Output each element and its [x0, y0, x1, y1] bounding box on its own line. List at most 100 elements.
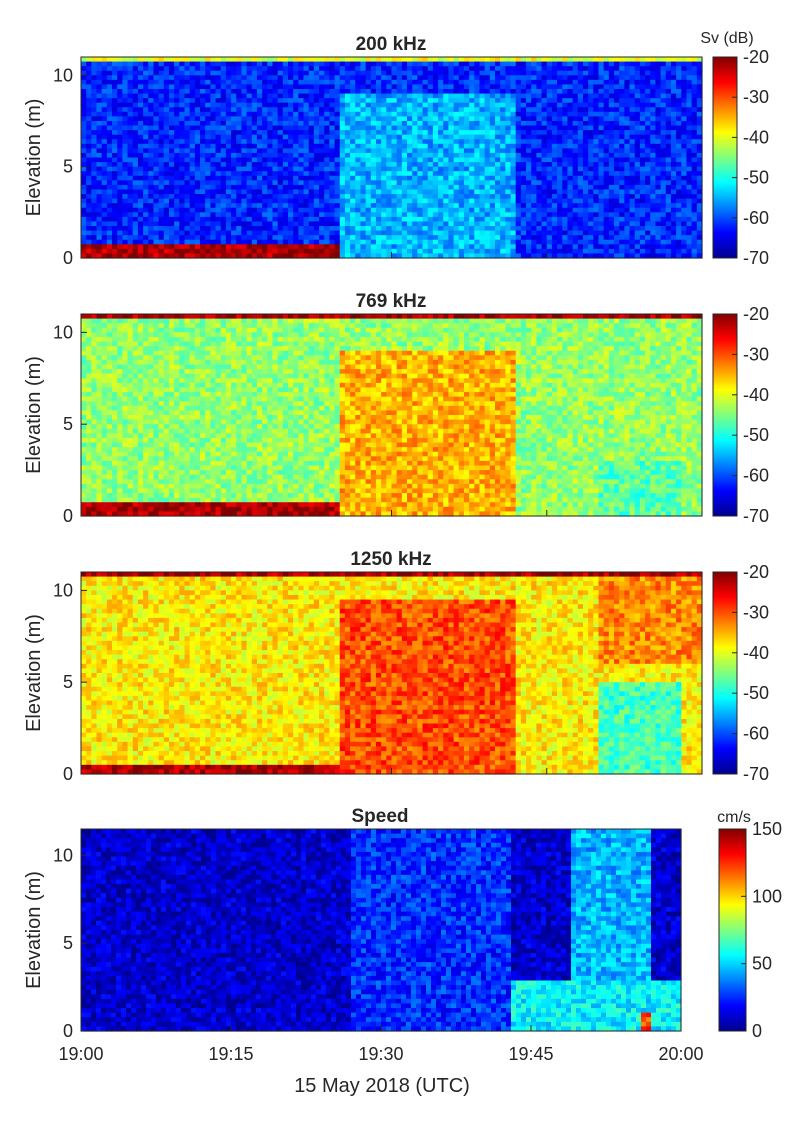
heatmap-cell [547, 153, 553, 158]
heatmap-cell [102, 62, 108, 67]
heatmap-cell [97, 221, 103, 226]
heatmap-cell [267, 153, 273, 158]
heatmap-cell [335, 135, 341, 140]
heatmap-cell [174, 167, 180, 172]
heatmap-cell [153, 89, 159, 94]
heatmap-cell [635, 221, 641, 226]
heatmap-cell [164, 217, 170, 222]
heatmap-cell [412, 98, 418, 103]
heatmap-cell [640, 84, 646, 89]
heatmap-cell [226, 98, 232, 103]
heatmap-cell [469, 171, 475, 176]
heatmap-cell [164, 162, 170, 167]
heatmap-cell [200, 221, 206, 226]
heatmap-cell [262, 194, 268, 199]
heatmap-cell [640, 158, 646, 163]
heatmap-cell [526, 135, 532, 140]
heatmap-cell [552, 75, 558, 80]
heatmap-cell [505, 121, 511, 126]
heatmap-cell [288, 212, 294, 217]
heatmap-cell [329, 185, 335, 190]
heatmap-cell [164, 84, 170, 89]
heatmap-cell [526, 171, 532, 176]
heatmap-cell [567, 112, 573, 117]
heatmap-cell [241, 180, 247, 185]
heatmap-cell [366, 171, 372, 176]
heatmap-cell [309, 231, 315, 236]
heatmap-cell [272, 199, 278, 204]
heatmap-cell [438, 139, 444, 144]
heatmap-cell [283, 89, 289, 94]
heatmap-cell [459, 212, 465, 217]
heatmap-cell [516, 139, 522, 144]
heatmap-cell [536, 194, 542, 199]
heatmap-cell [655, 135, 661, 140]
heatmap-cell [293, 66, 299, 71]
heatmap-cell [381, 75, 387, 80]
heatmap-cell [438, 244, 444, 249]
heatmap-cell [511, 121, 517, 126]
heatmap-cell [583, 71, 589, 76]
heatmap-cell [329, 189, 335, 194]
heatmap-cell [423, 66, 429, 71]
heatmap-cell [536, 199, 542, 204]
heatmap-cell [195, 217, 201, 222]
heatmap-cell [386, 80, 392, 85]
heatmap-cell [423, 231, 429, 236]
heatmap-cell [412, 158, 418, 163]
heatmap-cell [433, 249, 439, 254]
heatmap-cell [443, 98, 449, 103]
heatmap-cell [159, 194, 165, 199]
heatmap-cell [661, 130, 667, 135]
heatmap-cell [314, 217, 320, 222]
heatmap-cell [624, 121, 630, 126]
heatmap-cell [635, 153, 641, 158]
heatmap-cell [86, 208, 92, 213]
heatmap-cell [661, 240, 667, 245]
heatmap-cell [117, 158, 123, 163]
heatmap-cell [386, 217, 392, 222]
heatmap-cell [128, 89, 134, 94]
heatmap-cell [604, 89, 610, 94]
heatmap-cell [454, 158, 460, 163]
heatmap-cell [231, 98, 237, 103]
heatmap-cell [112, 244, 118, 249]
heatmap-cell [195, 80, 201, 85]
heatmap-cell [562, 89, 568, 94]
heatmap-cell [107, 94, 113, 99]
heatmap-cell [329, 249, 335, 254]
heatmap-cell [153, 221, 159, 226]
heatmap-cell [329, 57, 335, 62]
heatmap-cell [428, 103, 434, 108]
heatmap-cell [190, 221, 196, 226]
heatmap-cell [200, 144, 206, 149]
heatmap-cell [298, 130, 304, 135]
heatmap-cell [469, 66, 475, 71]
heatmap-cell [386, 244, 392, 249]
heatmap-cell [536, 112, 542, 117]
heatmap-cell [505, 158, 511, 163]
heatmap-cell [578, 116, 584, 121]
heatmap-cell [516, 144, 522, 149]
heatmap-cell [314, 121, 320, 126]
heatmap-cell [350, 121, 356, 126]
heatmap-cell [247, 121, 253, 126]
heatmap-cell [159, 71, 165, 76]
heatmap-cell [557, 162, 563, 167]
heatmap-cell [210, 71, 216, 76]
heatmap-cell [252, 203, 258, 208]
heatmap-cell [376, 240, 382, 245]
heatmap-cell [392, 203, 398, 208]
heatmap-cell [148, 71, 154, 76]
heatmap-cell [614, 107, 620, 112]
heatmap-cell [474, 235, 480, 240]
heatmap-cell [479, 203, 485, 208]
heatmap-cell [433, 235, 439, 240]
heatmap-cell [340, 84, 346, 89]
heatmap-cell [635, 71, 641, 76]
heatmap-cell [169, 66, 175, 71]
heatmap-cell [252, 194, 258, 199]
heatmap-cell [298, 217, 304, 222]
heatmap-cell [438, 130, 444, 135]
heatmap-cell [345, 112, 351, 117]
